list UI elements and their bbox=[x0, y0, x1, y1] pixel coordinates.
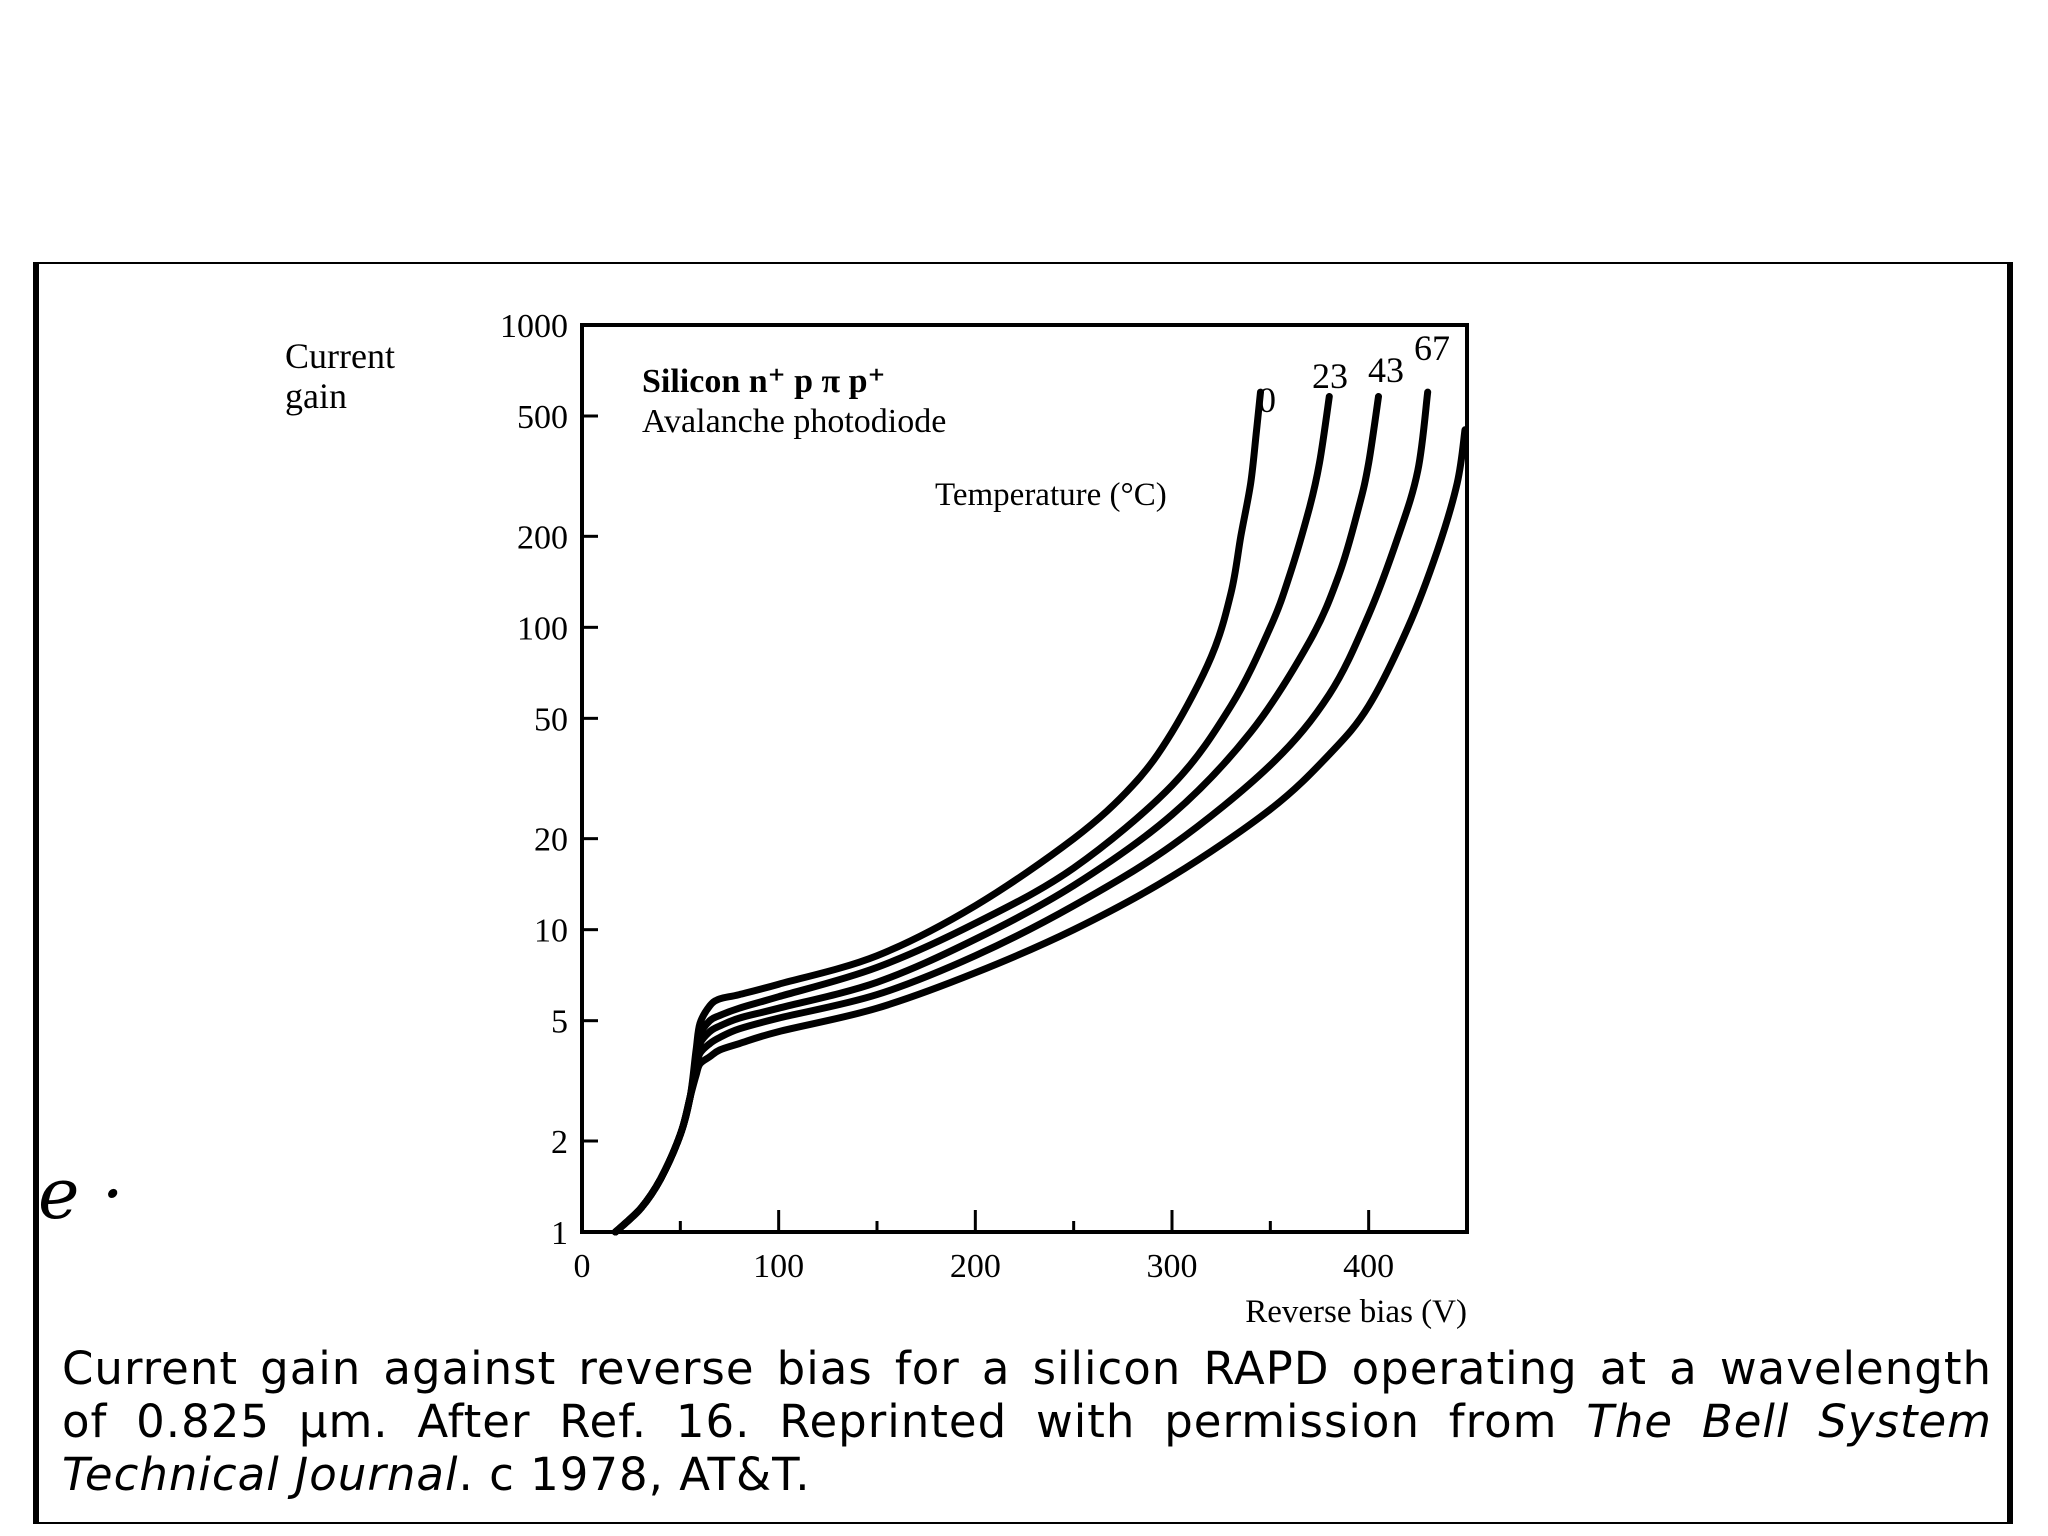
caption-line-2: of 0.825 µm. After Ref. 16. Reprinted wi… bbox=[62, 1395, 1992, 1448]
x-tick-label: 200 bbox=[950, 1248, 1001, 1285]
x-tick-label: 100 bbox=[753, 1248, 804, 1285]
caption-line-1: Current gain against reverse bias for a … bbox=[62, 1342, 1992, 1395]
curve-label-0: 0 bbox=[1258, 380, 1276, 420]
x-tick-label: 0 bbox=[574, 1248, 591, 1285]
chart-title: Silicon n⁺ p π p⁺ bbox=[642, 363, 886, 400]
y-tick-label: 200 bbox=[517, 519, 568, 556]
plot-area-frame bbox=[580, 323, 1469, 1234]
curve-series-0 bbox=[611, 388, 1264, 1236]
axis-ticks: 1 2 5 10 20 50 100 200 500 1000 0 100 200 300 400 bbox=[500, 308, 1394, 1285]
figure-caption: Current gain against reverse bias for a … bbox=[62, 1342, 1992, 1501]
y-axis-label-line1: Current bbox=[285, 336, 395, 376]
x-tick-label: 300 bbox=[1147, 1248, 1198, 1285]
y-axis-label-line2: gain bbox=[285, 376, 347, 416]
data-curves bbox=[611, 388, 1469, 1236]
y-tick-label: 20 bbox=[534, 822, 568, 859]
curve-series-67 bbox=[611, 426, 1469, 1236]
caption-period: . bbox=[458, 1448, 490, 1501]
y-tick-label: 2 bbox=[551, 1124, 568, 1161]
copyright-symbol: c bbox=[489, 1448, 515, 1501]
curve-label-23: 23 bbox=[1312, 356, 1348, 396]
y-tick-label: 5 bbox=[551, 1004, 568, 1041]
y-tick-label: 100 bbox=[517, 610, 568, 647]
y-tick-label: 50 bbox=[534, 701, 568, 738]
caption-line-3: Technical Journal. c 1978, AT&T. bbox=[62, 1448, 1992, 1501]
y-tick-label: 10 bbox=[534, 913, 568, 950]
caption-journal-name-part2: Technical Journal bbox=[62, 1448, 459, 1501]
curve-series-23 bbox=[611, 393, 1333, 1236]
x-tick-label: 400 bbox=[1343, 1248, 1394, 1285]
curve-label-67: 67 bbox=[1414, 328, 1450, 368]
legend-title: Temperature (°C) bbox=[935, 477, 1167, 513]
caption-copyright-text: 1978, AT&T. bbox=[514, 1448, 811, 1501]
figure-frame bbox=[33, 262, 2013, 1524]
handwritten-margin-mark: e · bbox=[38, 1153, 124, 1235]
y-tick-label: 1000 bbox=[500, 308, 568, 345]
caption-journal-name-part1: The Bell System bbox=[1586, 1395, 1993, 1448]
chart-subtitle: Avalanche photodiode bbox=[642, 403, 946, 440]
caption-line-2-text: of 0.825 µm. After Ref. 16. Reprinted wi… bbox=[62, 1395, 1587, 1448]
curve-label-43: 43 bbox=[1368, 350, 1404, 390]
x-axis-label: Reverse bias (V) bbox=[1245, 1294, 1467, 1330]
y-tick-label: 500 bbox=[517, 399, 568, 436]
y-tick-label: 1 bbox=[551, 1215, 568, 1252]
